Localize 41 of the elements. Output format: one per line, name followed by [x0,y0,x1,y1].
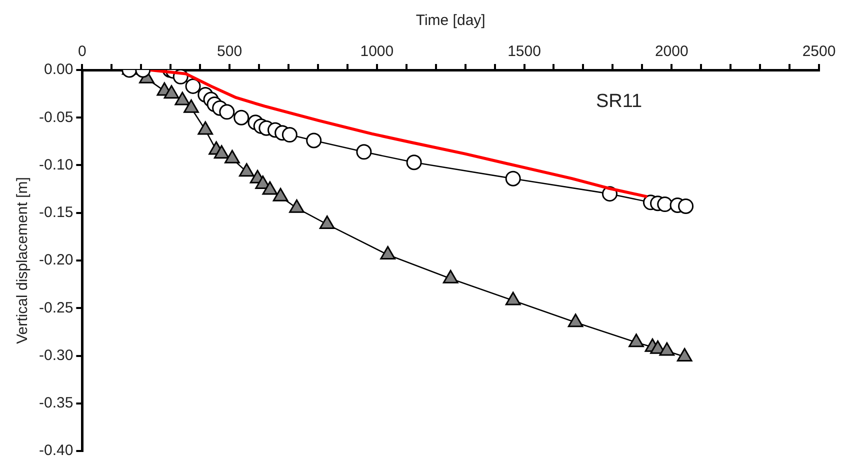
point [628,334,644,348]
y-tick-label: -0.35 [38,394,74,412]
point [406,154,422,170]
annotation: SR11 [596,91,642,112]
x-axis-title: Time [day] [416,12,486,30]
point [505,292,521,306]
y-tick-label: -0.25 [38,299,74,316]
x-tick-label: 1500 [508,43,541,60]
point [219,104,235,120]
point [272,188,288,202]
x-tick-label: 1000 [360,43,394,60]
x-tick-label: 0 [78,43,86,60]
point [659,342,675,356]
y-axis-title: Vertical displacement [m] [14,177,32,344]
point [568,314,584,328]
point [657,196,673,212]
y-tick-label: -0.20 [38,252,74,269]
y-tick-label: -0.40 [38,442,74,460]
point [306,132,322,148]
point [505,170,521,186]
point [319,216,335,230]
point [185,78,201,94]
point [289,199,304,213]
point [676,348,692,362]
y-tick-label: 0.00 [44,61,74,78]
point [214,145,230,159]
point [678,198,694,214]
point [262,181,278,195]
y-tick-label: -0.30 [38,346,74,364]
y-tick-label: -0.15 [38,204,74,222]
point [238,163,254,177]
point [380,246,396,260]
point [356,144,372,160]
y-tick-label: -0.10 [38,156,74,174]
x-tick-label: 500 [217,43,242,60]
point [442,270,458,284]
point [282,127,298,143]
x-tick-label: 2000 [654,43,688,60]
point [234,110,250,126]
y-tick-label: -0.05 [38,108,74,126]
x-tick-label: 2500 [802,43,836,60]
